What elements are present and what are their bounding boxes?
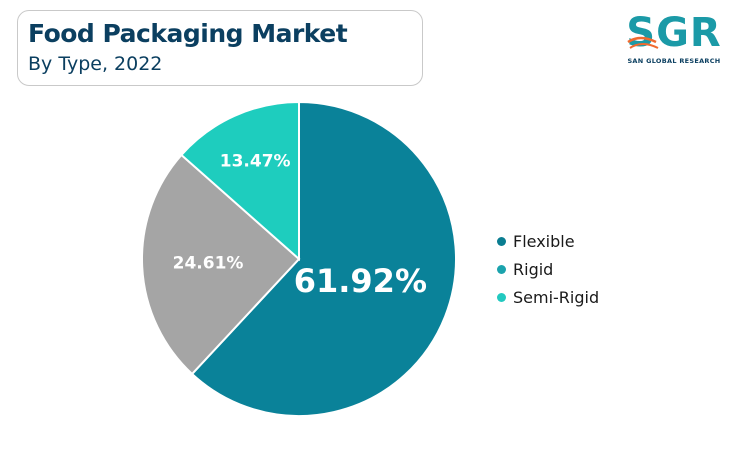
legend-dot-icon bbox=[497, 264, 506, 274]
pie-slice-rigid bbox=[141, 153, 301, 376]
pie-slice-semi-rigid bbox=[180, 100, 300, 262]
legend-item-rigid: Rigid bbox=[497, 255, 599, 283]
legend-label: Flexible bbox=[513, 231, 575, 251]
legend-label: Rigid bbox=[513, 259, 554, 279]
pie-slice-flexible bbox=[190, 100, 457, 417]
pie-label-rigid: 24.61% bbox=[173, 253, 244, 273]
logo-caption: SAN GLOBAL RESEARCH bbox=[627, 57, 721, 65]
legend-dot-icon bbox=[497, 236, 506, 246]
pie-label-semi-rigid: 13.47% bbox=[220, 152, 291, 172]
legend-label: Semi-Rigid bbox=[513, 287, 600, 307]
chart-title: Food Packaging Market bbox=[28, 19, 348, 48]
pie-label-flexible: 61.92% bbox=[294, 262, 427, 300]
logo-letters: SGR bbox=[626, 10, 722, 56]
sgr-logo: SGR SAN GLOBAL RESEARCH bbox=[626, 12, 722, 72]
chart-legend: Flexible Rigid Semi-Rigid bbox=[497, 227, 599, 311]
logo-swoosh-icon bbox=[627, 36, 659, 49]
legend-item-semi-rigid: Semi-Rigid bbox=[497, 283, 599, 311]
title-box: Food Packaging Market By Type, 2022 bbox=[17, 10, 423, 86]
chart-subtitle: By Type, 2022 bbox=[28, 53, 163, 75]
legend-dot-icon bbox=[497, 292, 506, 302]
pie-slices bbox=[141, 100, 457, 417]
pie-slice-labels: 61.92% 24.61% 13.47% bbox=[173, 152, 427, 300]
legend-item-flexible: Flexible bbox=[497, 227, 599, 255]
